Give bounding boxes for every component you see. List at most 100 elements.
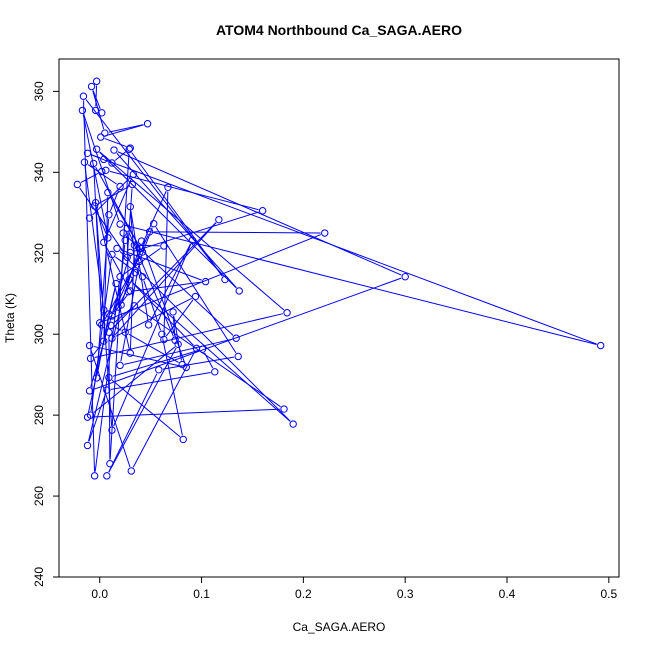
y-tick-label: 280: [32, 405, 46, 425]
series-segment: [100, 313, 104, 319]
series-segment: [132, 351, 195, 468]
data-point: [131, 268, 140, 277]
series-segment: [85, 99, 223, 277]
y-tick-label: 260: [32, 486, 46, 506]
data-point: [135, 257, 144, 266]
data-point: [149, 220, 158, 228]
series-segment: [109, 287, 116, 310]
series-segment: [140, 227, 153, 258]
series-segment: [131, 282, 194, 346]
series-segment: [92, 176, 131, 216]
data-point: [258, 207, 267, 215]
data-point: [116, 182, 124, 191]
data-point: [596, 341, 605, 350]
series-segment: [125, 235, 234, 336]
data-point: [100, 238, 108, 247]
data-point: [401, 273, 409, 281]
data-point: [83, 413, 92, 421]
data-point: [105, 211, 113, 219]
series-segment: [114, 150, 128, 161]
data-point: [92, 77, 101, 85]
series-segment: [94, 280, 121, 472]
y-tick-label: 340: [32, 162, 46, 182]
x-axis-label: Ca_SAGA.AERO: [293, 620, 386, 634]
data-point: [232, 334, 240, 342]
series-segment: [120, 249, 202, 281]
series-segment: [93, 345, 183, 367]
series-segment: [127, 188, 133, 254]
series-segment: [155, 226, 237, 354]
series-segment: [88, 393, 106, 442]
data-point: [90, 472, 99, 480]
data-point: [103, 472, 111, 480]
series-segment: [132, 281, 291, 422]
series-segment: [83, 114, 120, 221]
series-segment: [162, 338, 183, 436]
series-segment: [93, 346, 176, 413]
series-segment: [137, 307, 281, 408]
series-segment: [123, 247, 161, 275]
data-point: [130, 302, 139, 310]
data-point: [83, 149, 92, 157]
data-point: [137, 237, 146, 245]
data-point: [98, 167, 106, 176]
data-point: [128, 180, 137, 189]
data-point: [98, 109, 106, 117]
x-axis: 0.0 0.1 0.2 0.3 0.4 0.5: [91, 576, 617, 601]
data-point: [234, 352, 242, 361]
data-point: [158, 330, 166, 338]
data-point: [105, 328, 113, 336]
data-point: [96, 319, 104, 327]
series-segment: [162, 356, 235, 370]
data-point: [112, 279, 120, 288]
series-segment: [114, 326, 122, 331]
data-point: [126, 144, 134, 152]
data-point: [100, 337, 108, 345]
y-axis: 240 260 280 300 320 340 360: [32, 81, 60, 587]
data-point: [191, 292, 200, 301]
data-point: [91, 198, 100, 207]
data-point: [108, 312, 116, 320]
data-point: [108, 250, 116, 259]
data-point: [91, 106, 100, 115]
data-point: [110, 146, 118, 154]
series-segment: [96, 206, 130, 350]
data-point: [108, 426, 116, 434]
data-point: [86, 354, 95, 363]
series-segment: [83, 100, 96, 472]
data-point: [179, 435, 187, 444]
series-segment: [80, 173, 99, 183]
series-segment: [132, 281, 202, 292]
series-segment: [92, 90, 105, 130]
series-segment: [128, 231, 174, 337]
series-segment: [82, 114, 108, 234]
data-point: [164, 183, 172, 191]
series-segment: [119, 276, 134, 304]
series-0: [73, 77, 605, 480]
data-point: [85, 387, 94, 395]
series-segment: [142, 244, 186, 364]
series-segment: [112, 349, 199, 377]
data-point: [104, 234, 112, 242]
series-segment: [103, 234, 322, 322]
data-point: [235, 287, 243, 295]
data-point: [85, 341, 94, 350]
series-segment: [115, 297, 192, 337]
series-segment: [96, 317, 109, 374]
series-segment: [113, 308, 132, 323]
series-segment: [84, 166, 104, 306]
data-point: [126, 349, 134, 357]
data-point: [280, 405, 288, 413]
data-point: [171, 336, 179, 344]
y-axis-label: Theta (K): [3, 293, 17, 343]
y-tick-label: 240: [32, 567, 46, 587]
data-point: [79, 92, 88, 100]
series-segment: [153, 231, 321, 234]
series-segment: [141, 190, 167, 245]
series-segment: [172, 316, 176, 337]
data-point: [123, 224, 131, 232]
data-point: [73, 180, 82, 189]
x-tick-label: 0.3: [397, 587, 414, 601]
